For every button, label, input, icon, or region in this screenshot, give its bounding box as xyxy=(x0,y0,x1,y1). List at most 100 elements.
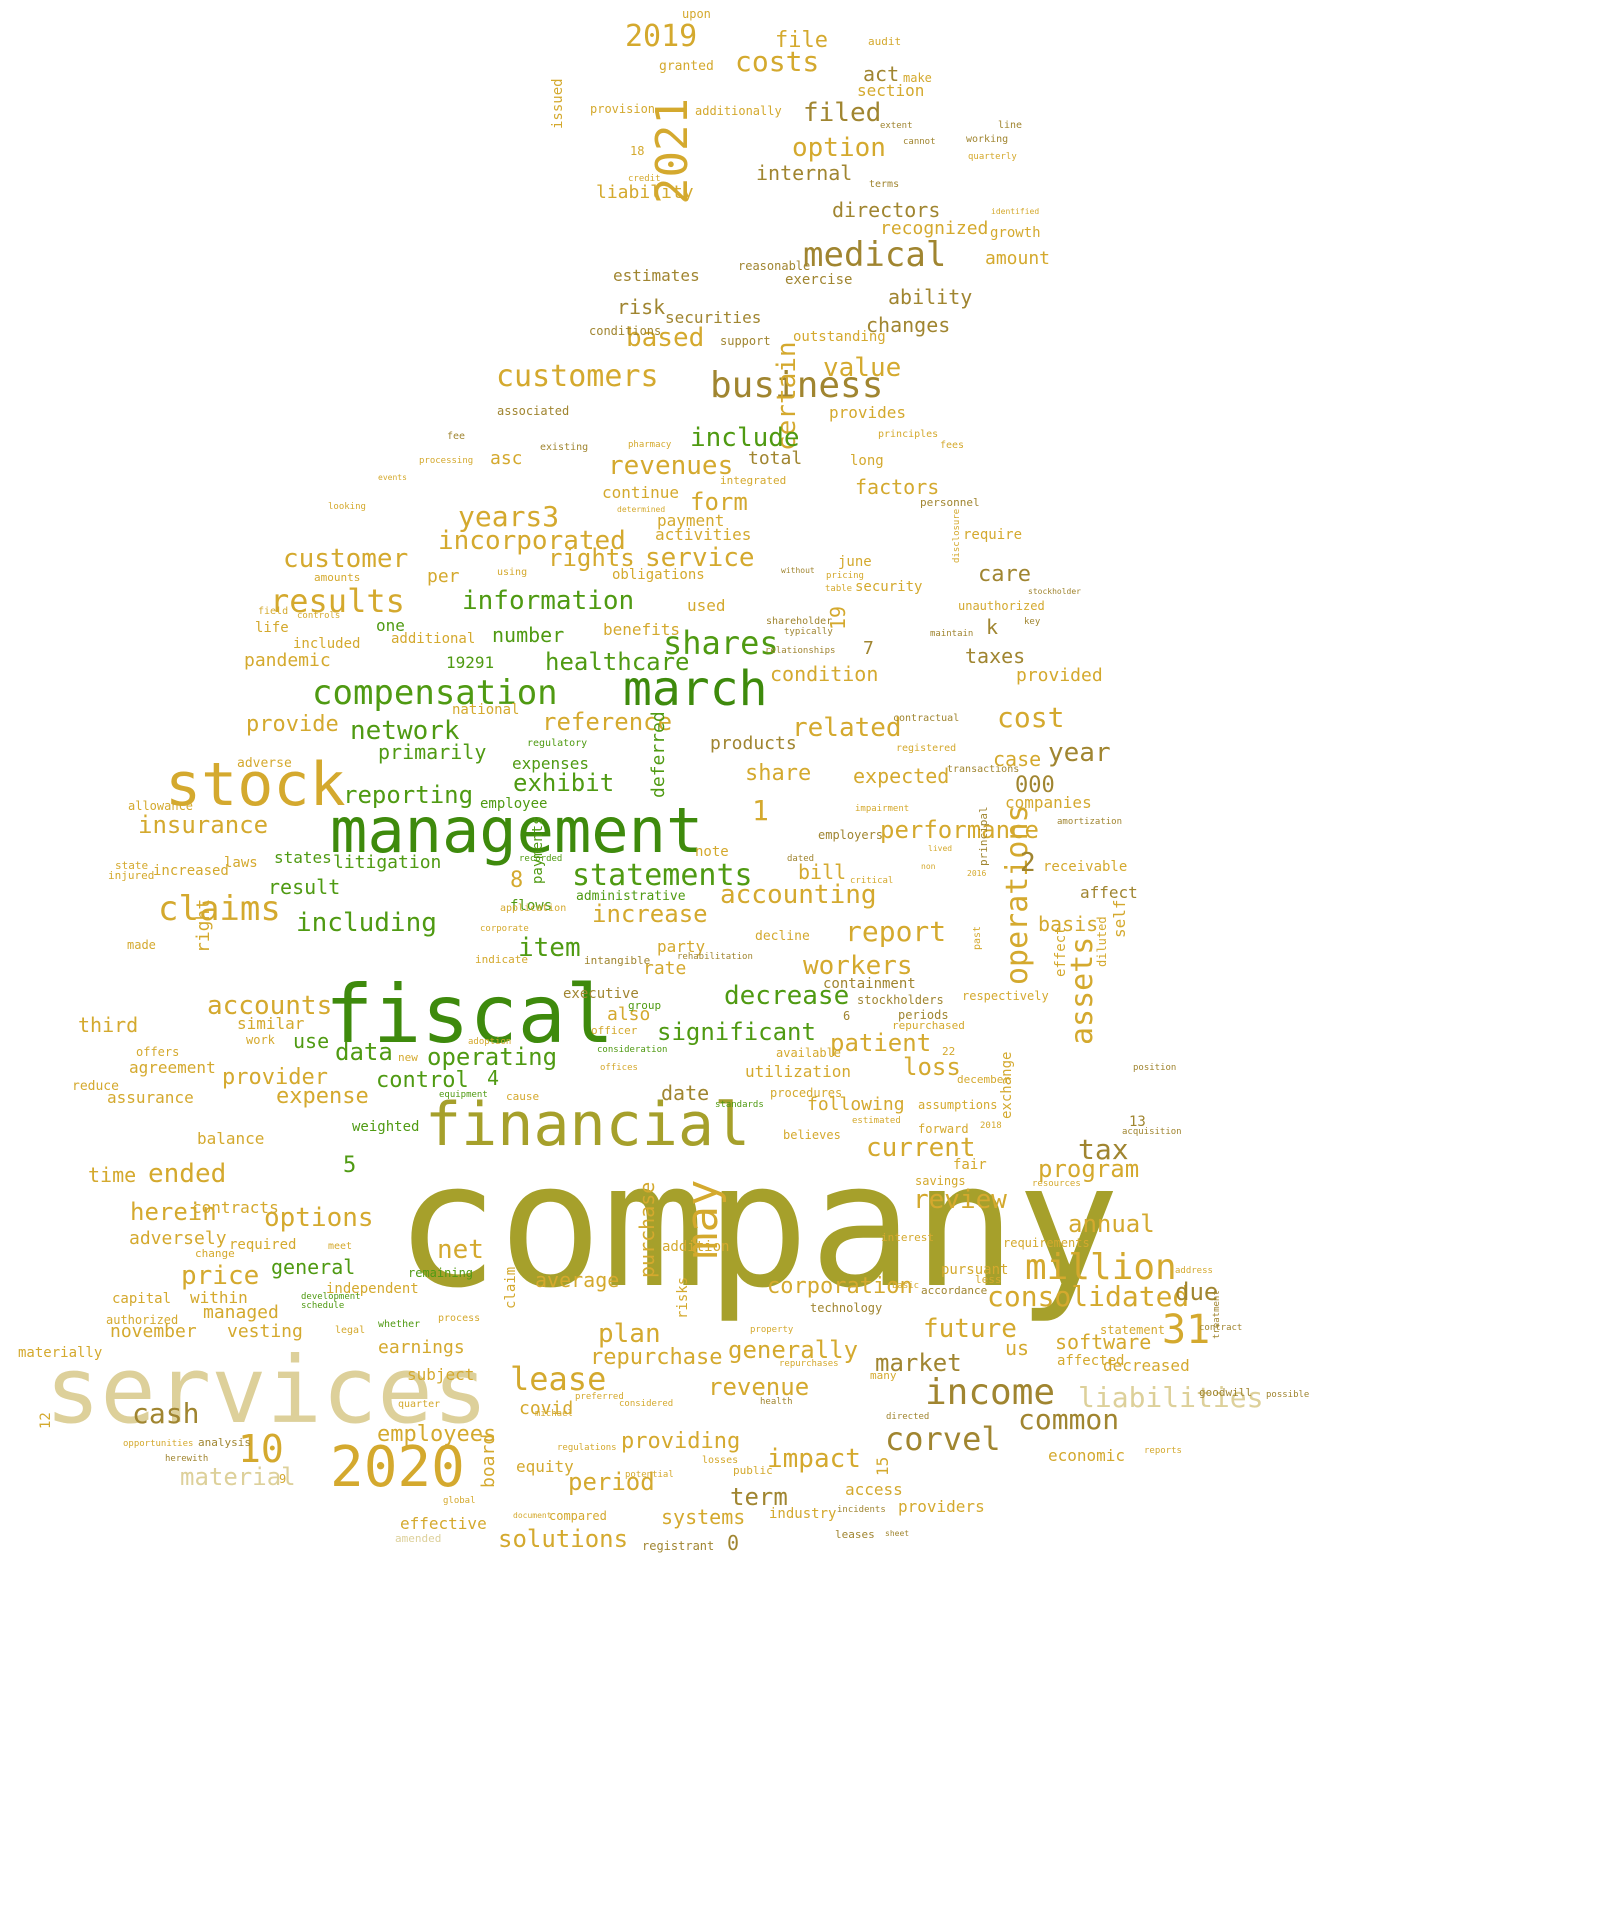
cloud-word: systems xyxy=(661,1505,746,1529)
cloud-word: indicate xyxy=(475,953,528,966)
cloud-word: claims xyxy=(158,889,281,929)
cloud-word: rights xyxy=(548,544,635,572)
cloud-word: respectively xyxy=(962,989,1049,1003)
cloud-word: registrant xyxy=(642,1539,715,1553)
cloud-word: additionally xyxy=(695,104,782,118)
cloud-word: savings xyxy=(915,1174,966,1188)
cloud-word: group xyxy=(628,999,662,1012)
cloud-word: adverse xyxy=(237,756,292,771)
cloud-word: states xyxy=(274,848,332,867)
cloud-word: support xyxy=(720,334,771,348)
cloud-word: note xyxy=(695,844,729,860)
cloud-word: care xyxy=(978,562,1031,587)
cloud-word: loss xyxy=(903,1053,961,1081)
cloud-word: average xyxy=(535,1268,620,1292)
cloud-word: fees xyxy=(940,440,965,451)
cloud-word: generally xyxy=(728,1336,859,1364)
cloud-word: repurchase xyxy=(590,1345,723,1370)
cloud-word: risks xyxy=(675,1276,691,1319)
cloud-word: 2018 xyxy=(980,1121,1002,1131)
cloud-word: public xyxy=(733,1464,773,1477)
cloud-word: capital xyxy=(112,1291,172,1307)
cloud-word: amounts xyxy=(314,571,361,584)
cloud-word: allowance xyxy=(128,799,194,813)
cloud-word: providers xyxy=(898,1497,985,1516)
cloud-word: associated xyxy=(497,404,570,418)
cloud-word: lease xyxy=(510,1360,607,1398)
cloud-word: review xyxy=(913,1185,1007,1215)
cloud-word: integrated xyxy=(720,474,787,487)
cloud-word: contractual xyxy=(893,713,960,724)
cloud-word: continue xyxy=(602,483,680,502)
cloud-word: june xyxy=(838,554,872,570)
cloud-word: granted xyxy=(659,59,714,74)
cloud-word: laws xyxy=(224,855,258,871)
cloud-word: tax xyxy=(1078,1133,1129,1166)
cloud-word: herewith xyxy=(165,1454,209,1464)
cloud-word: workers xyxy=(803,951,913,981)
cloud-word: taxes xyxy=(965,644,1026,668)
cloud-word: effect xyxy=(1053,926,1069,977)
cloud-word: receivable xyxy=(1043,859,1128,875)
cloud-word: securities xyxy=(665,308,762,327)
cloud-word: revenues xyxy=(608,451,734,481)
cloud-word: earnings xyxy=(378,1337,465,1358)
cloud-word: 13 xyxy=(1129,1114,1146,1130)
cloud-word: also xyxy=(607,1004,651,1025)
cloud-word: fee xyxy=(447,431,466,442)
cloud-word: million xyxy=(1025,1247,1177,1288)
cloud-word: customer xyxy=(283,544,409,574)
cloud-word: legal xyxy=(335,1325,366,1336)
cloud-word: standards xyxy=(715,1100,764,1110)
cloud-word: pandemic xyxy=(244,650,331,671)
cloud-word: regulations xyxy=(557,1443,617,1453)
cloud-word: benefits xyxy=(603,620,681,639)
cloud-word: make xyxy=(903,71,932,85)
cloud-word: estimates xyxy=(613,266,700,285)
cloud-word: decrease xyxy=(724,981,850,1011)
cloud-word: 8 xyxy=(510,868,524,893)
cloud-word: file xyxy=(775,28,828,53)
cloud-word: personnel xyxy=(920,496,980,509)
cloud-word: schedule xyxy=(301,1301,345,1311)
cloud-word: income xyxy=(925,1372,1056,1413)
cloud-word: long xyxy=(850,453,884,469)
cloud-word: item xyxy=(518,933,581,963)
cloud-word: process xyxy=(438,1313,481,1324)
cloud-word: common xyxy=(1018,1403,1120,1436)
cloud-word: consideration xyxy=(597,1045,668,1055)
cloud-word: recognized xyxy=(880,218,989,239)
cloud-word: within xyxy=(190,1288,248,1307)
cloud-word: using xyxy=(497,567,528,578)
cloud-word: rehabilitation xyxy=(677,952,753,962)
cloud-word: network xyxy=(350,716,460,746)
cloud-word: options xyxy=(264,1203,374,1233)
cloud-word: lived xyxy=(928,844,953,853)
cloud-word: party xyxy=(657,937,706,956)
cloud-word: control xyxy=(376,1068,469,1093)
cloud-word: quarterly xyxy=(968,152,1017,162)
cloud-word: obligations xyxy=(612,567,705,583)
cloud-word: market xyxy=(875,1349,962,1377)
cloud-word: assurance xyxy=(107,1088,194,1107)
cloud-word: registered xyxy=(896,743,957,754)
cloud-word: covid xyxy=(519,1398,574,1419)
cloud-word: service xyxy=(645,543,755,573)
cloud-word: security xyxy=(855,579,923,595)
cloud-word: intangible xyxy=(584,954,651,967)
cloud-word: reports xyxy=(1144,1446,1182,1456)
cloud-word: condition xyxy=(770,662,879,686)
cloud-word: 4 xyxy=(487,1066,500,1090)
cloud-word: 2020 xyxy=(330,1435,465,1500)
cloud-word: pricing xyxy=(826,571,864,581)
cloud-word: table xyxy=(825,584,853,594)
cloud-word: accordance xyxy=(921,1284,988,1297)
cloud-word: related xyxy=(792,713,902,743)
cloud-word: field xyxy=(258,606,289,617)
cloud-word: whether xyxy=(378,1319,421,1330)
cloud-word: software xyxy=(1055,1330,1152,1354)
cloud-word: dated xyxy=(787,854,815,864)
cloud-word: due xyxy=(1175,1278,1219,1306)
cloud-word: provision xyxy=(590,102,656,116)
